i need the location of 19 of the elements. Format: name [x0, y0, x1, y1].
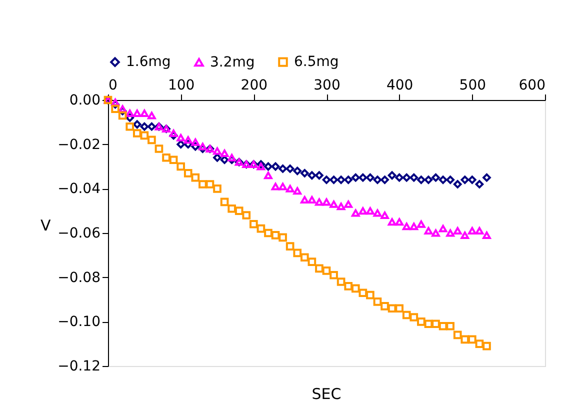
- x-tick-label: 500: [459, 78, 486, 94]
- y-tick-label: −0.06: [58, 226, 101, 242]
- y-tick-label: −0.12: [58, 358, 100, 374]
- x-tick-label: 100: [168, 78, 195, 94]
- legend-label: 6.5mg: [294, 54, 339, 70]
- x-tick-label: 400: [386, 78, 414, 94]
- y-axis-title: V: [40, 216, 52, 234]
- y-tick-label: −0.08: [58, 270, 100, 286]
- y-tick-label: −0.02: [58, 136, 100, 153]
- x-tick-label: 0: [108, 78, 118, 94]
- y-tick-label: −0.10: [58, 314, 100, 330]
- legend-label: 1.6mg: [126, 54, 171, 70]
- y-tick-label: 0.00: [69, 92, 100, 108]
- x-tick-label: 300: [314, 78, 340, 94]
- x-axis-title: SEC: [312, 385, 342, 403]
- x-tick-label: 600: [518, 78, 546, 94]
- x-tick-label: 200: [240, 78, 268, 94]
- y-tick-label: −0.04: [58, 181, 101, 198]
- legend-label: 3.2mg: [210, 54, 255, 70]
